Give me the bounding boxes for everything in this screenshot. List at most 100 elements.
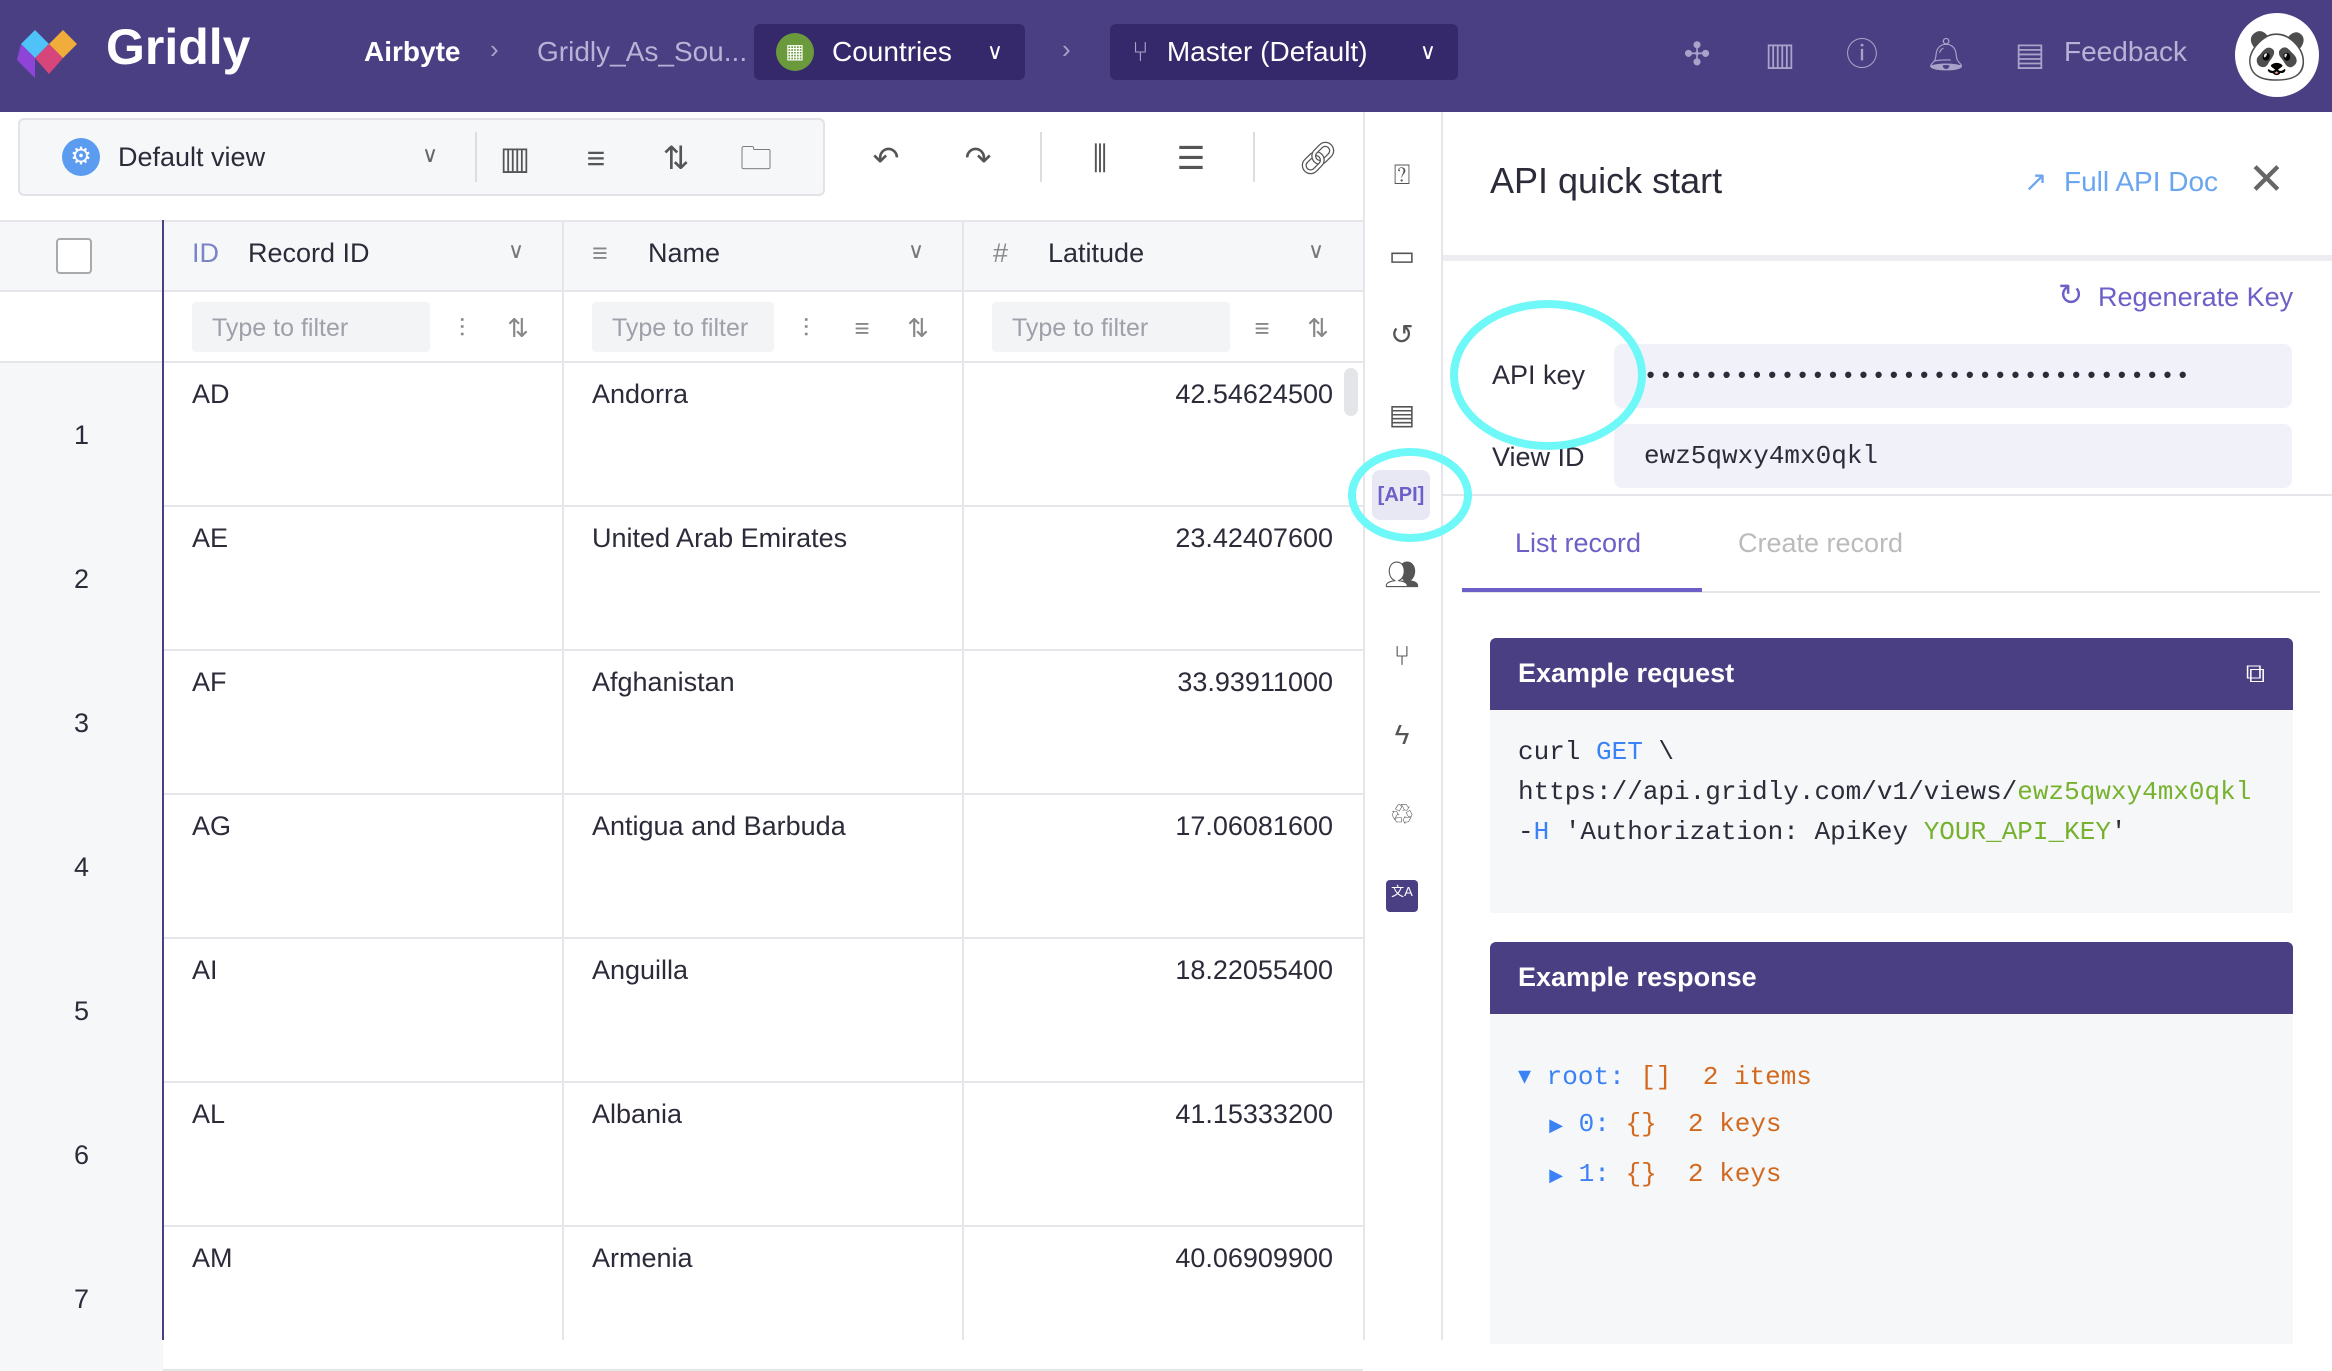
automation-icon[interactable]: ϟ [1394, 719, 1410, 750]
record-alert-icon[interactable]: ⍰ [1393, 159, 1411, 190]
name-cell[interactable]: Afghanistan [592, 667, 735, 697]
avatar[interactable]: 🐼 [2235, 13, 2319, 97]
filter-options-icon[interactable]: ⫶ [458, 313, 466, 343]
record-id-cell[interactable]: AF [192, 667, 227, 697]
filter-icon[interactable]: ≡ [1254, 313, 1270, 343]
add-column-icon[interactable]: ⫼ [1092, 140, 1108, 176]
comments-icon[interactable]: ▭ [1388, 240, 1416, 271]
select-all-checkbox[interactable] [56, 238, 92, 274]
json-key: 1: [1578, 1159, 1610, 1189]
collapse-triangle-icon[interactable]: ▾ [1518, 1062, 1547, 1092]
add-row-icon[interactable]: ☰ [1176, 140, 1206, 176]
name-filter-input[interactable]: Type to filter [592, 302, 774, 352]
layout-icon[interactable]: ▥ [1764, 36, 1796, 72]
chevron-down-icon[interactable]: ∨ [908, 238, 925, 263]
folder-icon[interactable]: 🗀 [739, 140, 772, 176]
record-id-cell[interactable]: AM [192, 1243, 233, 1273]
record-id-cell[interactable]: AG [192, 811, 232, 841]
history-icon[interactable]: ↺ [1390, 319, 1414, 350]
expand-triangle-icon[interactable]: ▶ [1549, 1117, 1564, 1137]
log-icon[interactable]: ▤ [1388, 399, 1416, 430]
table-row[interactable]: 4 AG Antigua and Barbuda 17.06081600 [0, 795, 1363, 939]
name-cell[interactable]: Anguilla [592, 955, 689, 985]
grid-selector[interactable]: ▦ Countries ∨ [754, 24, 1025, 80]
regenerate-key-button[interactable]: Regenerate Key [2098, 282, 2294, 312]
tab-bar-border [1462, 591, 2320, 593]
view-selector[interactable]: Default view [118, 142, 266, 172]
latitude-cell[interactable]: 23.42407600 [1175, 523, 1333, 553]
table-row[interactable]: 5 AI Anguilla 18.22055400 [0, 939, 1363, 1083]
expand-triangle-icon[interactable]: ▶ [1549, 1167, 1564, 1187]
refresh-icon[interactable]: ↻ [2058, 279, 2084, 312]
tab-create-record[interactable]: Create record [1738, 528, 1904, 558]
bell-icon[interactable]: 🔔︎ [1925, 36, 1967, 72]
full-api-doc-link[interactable]: Full API Doc [2064, 166, 2219, 197]
undo-icon[interactable]: ↶ [872, 140, 900, 176]
chevron-down-icon[interactable]: ∨ [508, 238, 525, 263]
chevron-down-icon[interactable]: ∨ [422, 142, 439, 167]
row-number: 1 [0, 363, 163, 507]
feedback-icon[interactable]: ▤ [2014, 36, 2046, 72]
latitude-cell[interactable]: 41.15333200 [1175, 1099, 1333, 1129]
request-code[interactable]: curl GET \ https://api.gridly.com/v1/vie… [1490, 710, 2293, 913]
link-icon[interactable]: 🔗︎ [1297, 140, 1339, 176]
copy-icon[interactable]: ⧉ [2245, 658, 2265, 688]
sort-icon[interactable]: ⇅ [1307, 313, 1329, 343]
latitude-cell[interactable]: 17.06081600 [1175, 811, 1333, 841]
filter-options-icon[interactable]: ⫶ [802, 313, 810, 343]
name-cell[interactable]: Andorra [592, 379, 689, 409]
filter-icon[interactable]: ≡ [854, 313, 870, 343]
api-icon[interactable]: [API] [1372, 470, 1430, 520]
name-cell[interactable]: Albania [592, 1099, 683, 1129]
latitude-cell[interactable]: 42.54624500 [1175, 379, 1333, 409]
branch-icon[interactable]: ⑂ [1393, 640, 1411, 671]
users-icon[interactable]: 👥︎ [1384, 559, 1420, 590]
table-row[interactable]: 2 AE United Arab Emirates 23.42407600 [0, 507, 1363, 651]
column-header-latitude[interactable]: Latitude [1048, 238, 1145, 268]
columns-icon[interactable]: ▥ [499, 140, 531, 176]
integration-icon[interactable]: ♲ [1389, 799, 1415, 830]
latitude-filter-input[interactable]: Type to filter [992, 302, 1230, 352]
sort-icon[interactable]: ⇅ [662, 140, 690, 176]
latitude-cell[interactable]: 18.22055400 [1175, 955, 1333, 985]
close-icon[interactable]: ✕ [2248, 155, 2285, 204]
column-header-name[interactable]: Name [648, 238, 721, 268]
name-cell[interactable]: Antigua and Barbuda [592, 811, 846, 841]
branch-selector[interactable]: ⑂ Master (Default) ∨ [1110, 24, 1458, 80]
table-row[interactable]: 6 AL Albania 41.15333200 [0, 1083, 1363, 1227]
name-cell[interactable]: Armenia [592, 1243, 693, 1273]
view-id-field[interactable]: ewz5qwxy4mx0qkl [1614, 424, 2292, 488]
tab-list-record[interactable]: List record [1515, 528, 1642, 558]
help-icon[interactable]: ⓘ [1845, 36, 1878, 72]
sort-icon[interactable]: ⇅ [907, 313, 929, 343]
puzzle-icon[interactable]: ✣ [1683, 36, 1711, 72]
external-link-icon[interactable]: ↗ [2024, 166, 2048, 197]
record-id-cell[interactable]: AL [192, 1099, 226, 1129]
latitude-cell[interactable]: 40.06909900 [1175, 1243, 1333, 1273]
api-key-field[interactable]: •••••••••••••••••••••••••••••••••••• [1614, 344, 2292, 408]
record-id-filter-input[interactable]: Type to filter [192, 302, 430, 352]
record-id-cell[interactable]: AE [192, 523, 229, 553]
chevron-down-icon: ∨ [986, 39, 1003, 64]
latitude-cell[interactable]: 33.93911000 [1177, 667, 1333, 697]
record-id-cell[interactable]: AI [192, 955, 218, 985]
filter-icon[interactable]: ≡ [586, 140, 606, 176]
api-key-label: API key [1492, 360, 1586, 390]
table-row[interactable]: 7 AM Armenia 40.06909900 [0, 1227, 1363, 1371]
name-cell[interactable]: United Arab Emirates [592, 523, 848, 553]
sort-icon[interactable]: ⇅ [507, 313, 529, 343]
gridly-logo-icon [17, 30, 77, 78]
breadcrumb-workspace[interactable]: Airbyte [364, 36, 461, 67]
vertical-scrollbar[interactable] [1344, 368, 1358, 416]
table-row[interactable]: 1 AD Andorra 42.54624500 [0, 363, 1363, 507]
chevron-down-icon[interactable]: ∨ [1308, 238, 1325, 263]
redo-icon[interactable]: ↷ [964, 140, 992, 176]
column-header-record-id[interactable]: Record ID [248, 238, 370, 268]
breadcrumb-project[interactable]: Gridly_As_Sou... [537, 36, 748, 67]
translate-icon[interactable]: 文A [1386, 880, 1418, 912]
feedback-button[interactable]: Feedback [2064, 36, 2187, 67]
record-id-cell[interactable]: AD [192, 379, 230, 409]
response-tree[interactable]: ▾ root: [] 2 items ▶ 0: {} 2 keys ▶ 1: {… [1490, 1014, 2293, 1344]
table-row[interactable]: 3 AF Afghanistan 33.93911000 [0, 651, 1363, 795]
divider [1443, 255, 2332, 261]
